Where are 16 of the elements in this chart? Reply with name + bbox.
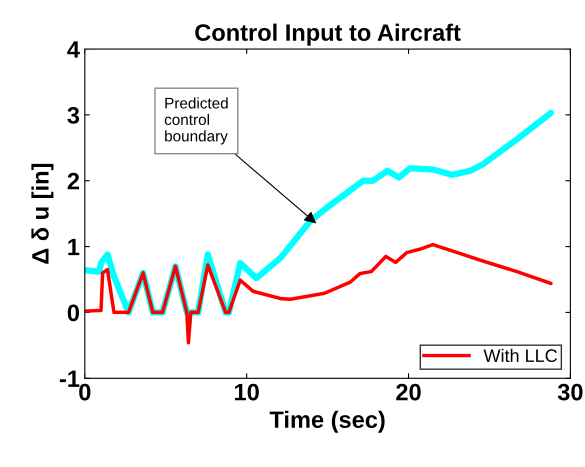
- y-axis-title: Δ δ u [in]: [31, 164, 54, 264]
- y-tick-label: 2: [68, 172, 80, 190]
- y-tick-label: 1: [68, 238, 80, 256]
- line-series: [84, 242, 553, 344]
- x-axis-title: Time (sec): [270, 410, 385, 433]
- y-tick-label: 4: [67, 41, 80, 58]
- annotation: Predicted control boundary: [164, 97, 228, 145]
- x-tick-label: 20: [396, 384, 421, 400]
- y-tick-label: 0: [68, 304, 79, 322]
- x-tick-label: 30: [558, 384, 583, 401]
- y-tick-label: 3: [67, 106, 80, 124]
- chart-title: Control Input to Aircraft: [195, 24, 461, 46]
- y-tick-label: -1: [60, 370, 80, 387]
- x-tick-label: 0: [79, 384, 90, 400]
- legend-label: With LLC: [484, 348, 558, 362]
- x-tick-label: 10: [235, 384, 259, 400]
